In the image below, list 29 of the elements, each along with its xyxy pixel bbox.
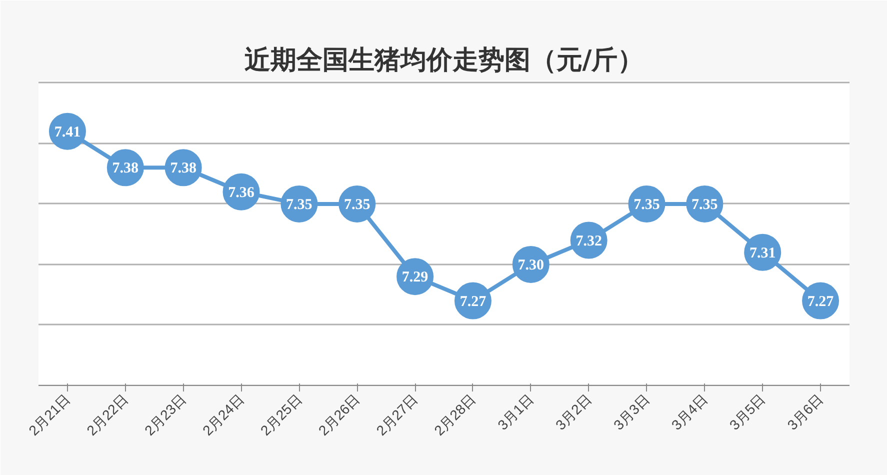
data-label: 7.30 [518,257,544,274]
data-label: 7.31 [749,245,776,262]
data-label: 7.27 [460,294,487,310]
x-tick-label: 3月2日 [552,390,594,433]
data-label: 7.32 [576,233,602,250]
data-label: 7.41 [54,124,81,140]
data-label: 7.35 [344,196,370,213]
x-tick-label: 2月26日 [315,390,363,438]
x-tick-label: 2月28日 [430,390,479,438]
data-label: 7.36 [228,184,255,201]
x-tick-label: 3月5日 [726,390,768,433]
x-tick-label: 3月3日 [610,390,652,433]
x-tick-label: 2月24日 [199,390,247,438]
x-tick-label: 2月22日 [83,390,132,438]
data-label: 7.35 [286,196,312,213]
data-label: 7.29 [402,270,428,286]
x-tick-label: 3月6日 [784,390,826,433]
data-label: 7.38 [112,160,139,177]
x-tick-label: 2月21日 [25,390,74,438]
data-label: 7.38 [170,160,196,177]
data-label: 7.27 [807,294,834,310]
x-tick-label: 3月4日 [668,390,710,433]
chart-title: 近期全国生猪均价走势图（元/斤） [244,46,644,76]
x-tick-label: 2月25日 [257,390,305,438]
x-tick-label: 3月1日 [494,390,537,433]
x-tick-label: 2月27日 [373,390,421,438]
data-label: 7.35 [692,196,718,213]
data-label: 7.35 [634,196,660,213]
x-tick-label: 2月23日 [141,390,189,438]
